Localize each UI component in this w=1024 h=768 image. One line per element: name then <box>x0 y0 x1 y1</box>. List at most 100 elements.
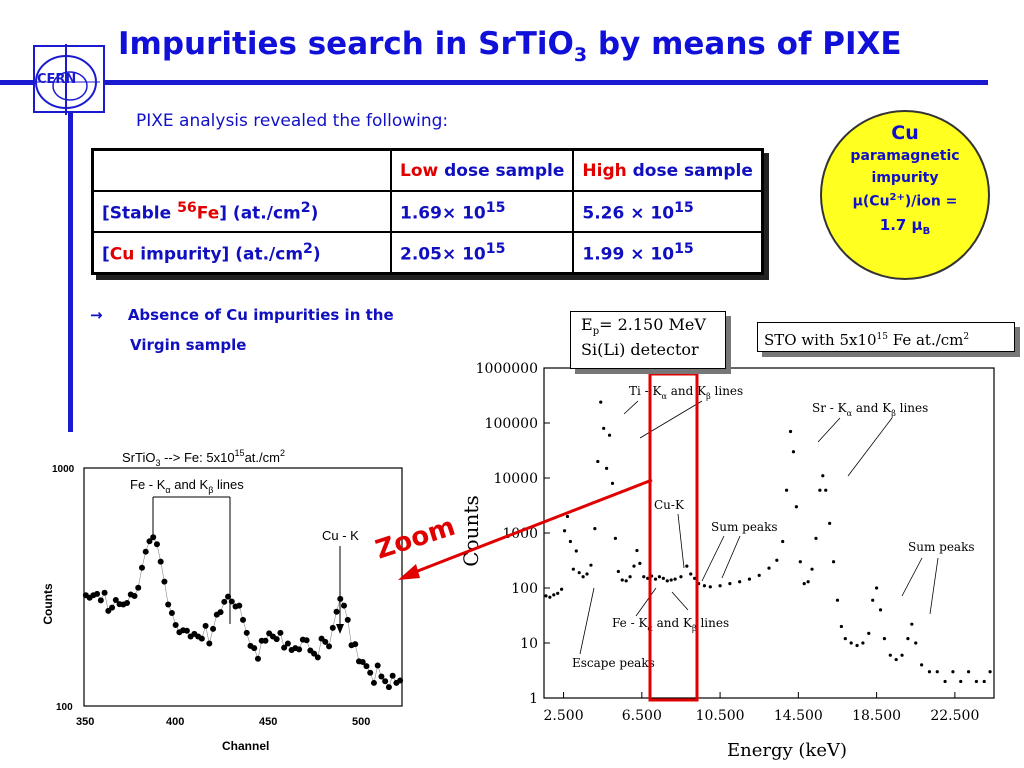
right-data-point <box>708 585 712 589</box>
right-data-point <box>747 577 752 581</box>
right-data-point <box>982 679 986 684</box>
left-data-point <box>303 637 310 644</box>
right-data-point <box>988 670 992 674</box>
header-high-dose: High dose sample <box>572 148 764 192</box>
annot-cuk: Cu-K <box>654 498 685 512</box>
left-data-point <box>314 654 321 661</box>
left-data-point <box>273 636 280 643</box>
left-data-point <box>322 638 329 645</box>
table-header-row: Low dose sample High dose sample <box>91 148 764 192</box>
left-data-point <box>284 640 291 647</box>
left-data-point <box>198 635 205 642</box>
left-data-point <box>344 616 351 623</box>
right-data-point <box>673 577 677 581</box>
row-label-fe: [Stable 56Fe] (at./cm2) <box>91 190 392 233</box>
right-data-point <box>867 631 871 635</box>
left-plot-frame <box>83 467 403 707</box>
table-row: [Stable 56Fe] (at./cm2) 1.69× 1015 5.26 … <box>91 190 764 233</box>
right-data-point <box>616 569 620 574</box>
logo-text: CERN <box>37 72 76 87</box>
right-x-ticks: 2.500 6.500 10.500 14.500 18.500 22.500 <box>544 692 979 724</box>
right-spectrum-chart: Counts Energy (keV) 11010010001000010000… <box>459 361 995 761</box>
zoom-region-box <box>648 372 699 702</box>
left-data-point <box>131 592 138 599</box>
annot-escape: Escape peaks <box>572 656 655 670</box>
page-title: Impurities search in SrTiO3 by means of … <box>118 26 902 67</box>
cu-arrow-head <box>336 624 344 634</box>
right-data-point <box>661 576 665 580</box>
right-data-point <box>568 539 573 544</box>
left-data-point <box>165 601 172 608</box>
right-data-point <box>589 563 593 567</box>
right-ytick-label: 100 <box>511 581 538 597</box>
right-data-point <box>562 529 567 533</box>
right-data-point <box>794 505 798 509</box>
left-data-point <box>352 641 359 648</box>
right-data-point <box>828 521 832 525</box>
right-data-point <box>951 670 955 674</box>
left-data-point <box>112 596 119 603</box>
left-data-point <box>228 598 235 605</box>
left-ytick-100: 100 <box>56 702 73 713</box>
left-data-point <box>374 662 381 669</box>
right-ytick-label: 100000 <box>485 416 538 432</box>
right-data-point <box>556 591 560 595</box>
right-data-point <box>818 488 822 492</box>
left-data-point <box>385 684 392 691</box>
right-xtick-label: 6.500 <box>622 708 662 724</box>
left-xlabel: Channel <box>222 739 269 753</box>
right-ytick-label: 1000 <box>502 526 538 542</box>
right-data-point <box>875 586 879 590</box>
right-data-point <box>855 643 859 648</box>
left-spectrum-chart: SrTiO3 --> Fe: 5x1015at./cm2 Fe - Kα and… <box>41 448 404 753</box>
left-data-point <box>101 589 108 596</box>
right-data-point <box>718 584 722 588</box>
right-data-point <box>910 622 914 626</box>
right-data-points <box>544 400 992 684</box>
right-xtick-label: 10.500 <box>696 708 745 724</box>
right-data-point <box>610 481 615 485</box>
right-data-point <box>728 582 732 586</box>
left-series-line <box>85 536 401 688</box>
right-data-point <box>781 539 785 544</box>
cu-high-value: 1.99 × 1015 <box>572 231 764 275</box>
left-data-point <box>146 538 153 545</box>
left-data-point <box>161 578 168 585</box>
right-data-point <box>577 571 581 575</box>
cu-low-value: 2.05× 1015 <box>389 231 575 275</box>
header-low-dose: Low dose sample <box>389 148 575 192</box>
results-table: Low dose sample High dose sample [Stable… <box>91 148 764 275</box>
right-data-point <box>585 572 589 576</box>
right-data-point <box>635 548 639 553</box>
right-data-point <box>560 587 564 591</box>
right-data-point <box>935 670 939 674</box>
right-data-point <box>791 450 796 454</box>
right-data-point <box>620 578 624 582</box>
left-ytick-1000: 1000 <box>52 464 75 475</box>
left-data-point <box>168 609 175 616</box>
right-data-point <box>871 598 875 602</box>
right-ytick-label: 1 <box>529 691 538 707</box>
left-data-point <box>94 590 101 597</box>
fe-low-value: 1.69× 1015 <box>389 190 575 233</box>
left-data-point <box>157 558 164 565</box>
left-data-point <box>329 624 336 631</box>
left-data-point <box>243 629 250 636</box>
callout-value: 1.7 μB <box>879 215 931 237</box>
right-data-point <box>653 577 658 581</box>
left-data-point <box>135 584 142 591</box>
right-data-point <box>665 579 669 583</box>
right-data-point <box>882 637 887 641</box>
left-data-point <box>326 643 333 650</box>
left-data-point <box>202 622 209 629</box>
right-data-point <box>974 679 978 684</box>
right-data-point <box>638 561 642 566</box>
left-data-point <box>370 679 377 686</box>
right-data-point <box>914 641 918 645</box>
left-data-point <box>397 677 404 684</box>
right-xtick-label: 22.500 <box>930 708 979 724</box>
right-xtick-label: 14.500 <box>774 708 823 724</box>
table-row: [Cu impurity] (at./cm2) 2.05× 1015 1.99 … <box>91 231 764 275</box>
right-data-point <box>849 641 853 645</box>
right-data-point <box>605 466 609 470</box>
